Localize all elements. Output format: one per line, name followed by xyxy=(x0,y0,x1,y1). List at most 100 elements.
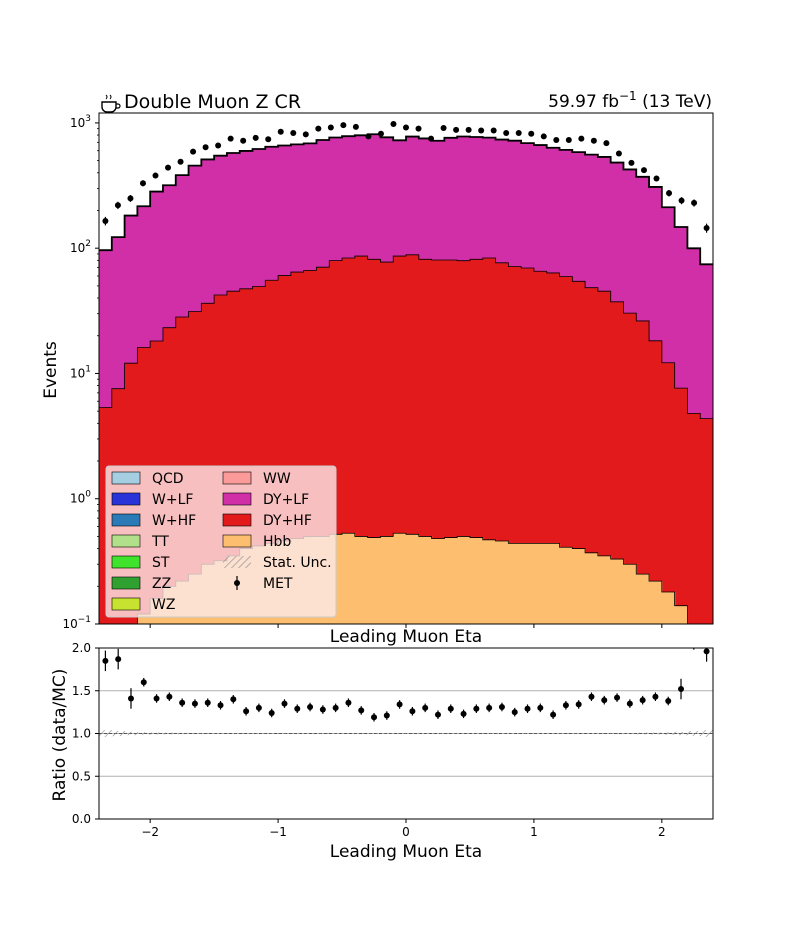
unc-band-bin xyxy=(188,732,202,735)
hist-bar xyxy=(546,147,561,273)
ratio-point xyxy=(550,711,557,718)
data-point xyxy=(615,150,622,157)
hist-bar xyxy=(469,137,484,260)
main-x-axis-label: Leading Muon Eta xyxy=(330,627,482,647)
hist-bar xyxy=(649,186,663,341)
unc-band-bin xyxy=(239,732,253,735)
unc-band-bin xyxy=(175,732,189,735)
unc-band-bin xyxy=(623,732,637,735)
data-point xyxy=(290,130,297,137)
hist-bar xyxy=(495,262,509,541)
hist-bar xyxy=(393,533,407,624)
ratio-x-tick-label: −2 xyxy=(141,825,159,839)
ratio-y-axis: 0.0 0.5 1.0 1.5 2.0 xyxy=(72,641,99,826)
unc-band-bin xyxy=(329,732,343,735)
hist-bar xyxy=(469,259,484,538)
hist-bar xyxy=(585,552,599,624)
hist-bar xyxy=(597,291,612,556)
legend-label: Stat. Unc. xyxy=(263,555,332,571)
data-point xyxy=(352,123,359,130)
legend-entry-stat-unc-: Stat. Unc. xyxy=(223,555,332,571)
ratio-stat-unc-band xyxy=(99,730,713,737)
data-point xyxy=(377,130,384,137)
data-point xyxy=(553,137,560,144)
unc-band-bin xyxy=(661,732,676,735)
hist-bar xyxy=(700,264,713,419)
legend-entry-wz: WZ xyxy=(111,597,175,613)
hist-bar xyxy=(226,152,241,292)
ratio-point xyxy=(140,679,147,686)
ratio-point xyxy=(358,707,365,714)
ratio-point xyxy=(166,693,173,700)
data-point xyxy=(666,190,673,197)
data-point xyxy=(678,197,685,204)
unc-band-bin xyxy=(559,732,573,735)
ratio-point xyxy=(626,700,633,707)
data-point xyxy=(428,135,435,142)
unc-band-bin xyxy=(380,732,394,735)
unc-band-bin xyxy=(418,732,432,735)
data-point xyxy=(540,133,547,140)
data-point xyxy=(265,136,272,143)
ratio-y-tick-label: 0.5 xyxy=(72,769,91,783)
hist-bar xyxy=(239,150,254,289)
ratio-point xyxy=(601,697,608,704)
hist-bar xyxy=(495,139,509,263)
unc-band-bin xyxy=(214,732,228,735)
hist-bar xyxy=(546,272,561,544)
hist-bar xyxy=(162,185,177,328)
ratio-point xyxy=(191,700,198,707)
ratio-point xyxy=(588,693,595,700)
unc-band-bin xyxy=(367,732,381,735)
unc-band-bin xyxy=(546,732,560,735)
legend-entry-qcd: QCD xyxy=(111,471,184,487)
hist-bar xyxy=(533,271,548,544)
legend-label: W+LF xyxy=(152,492,193,508)
unc-band-bin xyxy=(201,732,215,735)
unc-band-bin xyxy=(636,732,650,735)
hist-bar xyxy=(431,538,445,624)
legend-box xyxy=(105,465,337,618)
hist-bar xyxy=(508,140,522,267)
data-point xyxy=(403,124,409,131)
ratio-x-tick-label: −1 xyxy=(269,825,287,839)
data-point xyxy=(590,137,597,144)
data-point xyxy=(252,134,259,141)
ratio-point xyxy=(422,704,429,711)
ratio-point xyxy=(614,694,621,701)
legend-entry-tt: TT xyxy=(111,534,169,550)
legend-label: ST xyxy=(152,555,170,571)
legend-label: ZZ xyxy=(152,576,171,592)
y-tick-label: 101 xyxy=(70,364,91,380)
chart-title: Double Muon Z CR xyxy=(124,91,301,113)
unc-band-bin xyxy=(700,730,713,737)
unc-band-bin xyxy=(597,732,612,735)
hist-bar xyxy=(431,140,445,261)
ratio-panel: 0.00.51.01.52.0 −2 −1 0 1 2 Ratio (data/MC) … xyxy=(50,641,714,862)
data-point xyxy=(240,137,247,144)
data-point xyxy=(415,125,422,132)
data-point xyxy=(277,128,284,135)
legend-label: W+HF xyxy=(152,513,196,529)
ratio-point xyxy=(665,698,672,705)
data-point xyxy=(165,164,172,171)
hist-bar xyxy=(137,614,151,624)
data-point xyxy=(315,125,322,132)
hist-bar xyxy=(572,281,586,549)
data-point xyxy=(653,175,660,182)
hist-bar xyxy=(214,155,228,295)
unc-band-bin xyxy=(393,732,407,735)
hist-bar xyxy=(316,140,330,268)
ratio-point xyxy=(498,703,505,710)
hist-bar xyxy=(649,340,663,582)
data-point xyxy=(102,217,109,224)
hist-bar xyxy=(201,159,215,304)
hist-bar xyxy=(559,547,573,624)
ratio-point xyxy=(115,656,122,663)
hist-outline xyxy=(99,254,713,420)
ratio-point xyxy=(217,702,224,709)
hist-bar xyxy=(342,257,356,534)
hist-bar xyxy=(546,543,561,624)
ratio-point xyxy=(409,708,416,715)
hist-bar xyxy=(687,248,701,414)
